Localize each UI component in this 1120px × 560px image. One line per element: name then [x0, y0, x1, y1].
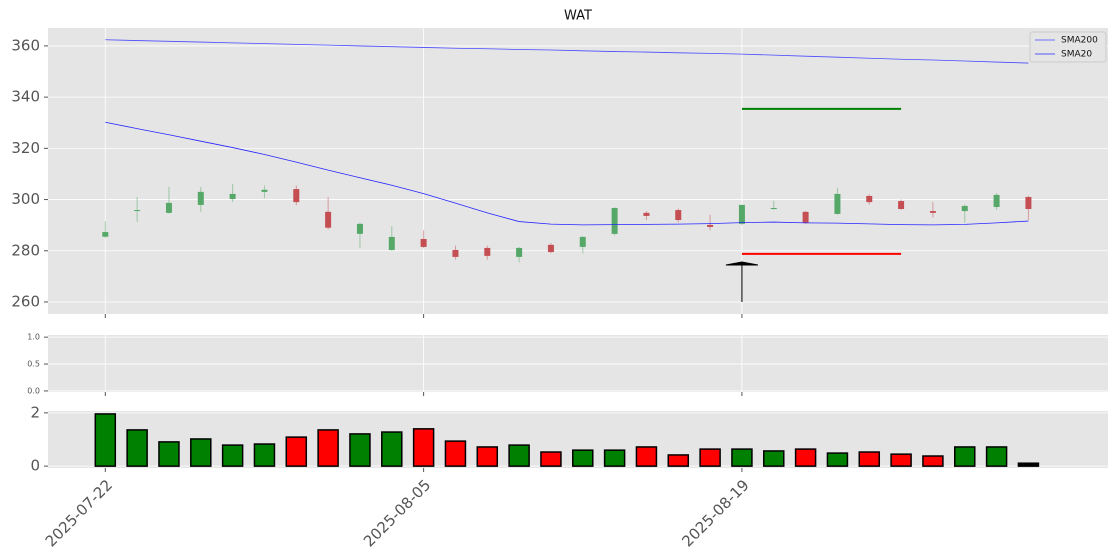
candle-body [452, 249, 459, 257]
candle-body [961, 205, 968, 212]
candle-body [675, 210, 682, 221]
y-tick-label: 280 [11, 241, 40, 259]
volume-bar [826, 452, 849, 467]
candle-body [611, 207, 618, 234]
volume-bar [890, 453, 912, 467]
volume-bar [317, 429, 339, 467]
volume-bar [126, 429, 148, 467]
chart-title: WAT [564, 9, 592, 24]
candle-body [197, 191, 204, 205]
volume-bar [985, 446, 1008, 467]
volume-bar [381, 431, 403, 467]
candle-body [165, 202, 172, 213]
volume-bar [1017, 462, 1040, 467]
volume-bar [221, 444, 244, 467]
candle-body [102, 232, 109, 237]
volume-bar [158, 441, 180, 467]
volume-bar [635, 446, 658, 467]
volume-bar [954, 446, 976, 467]
volume-bar [699, 448, 721, 467]
x-tick-label: 2025-08-19 [678, 476, 752, 550]
legend-label: SMA200 [1061, 36, 1098, 46]
candle-body [993, 194, 1000, 207]
candle-body [579, 236, 586, 247]
candle-body [229, 193, 236, 200]
volume-bar [94, 413, 117, 467]
y-tick-label: 260 [11, 292, 40, 310]
y-tick-label: 0.0 [27, 386, 40, 395]
candle-body [261, 189, 268, 192]
plot-area [48, 28, 1108, 314]
candle-body [738, 204, 745, 224]
volume-bar [731, 448, 753, 467]
volume-bar [858, 451, 881, 467]
volume-bar [794, 448, 817, 467]
candle-body [516, 247, 523, 257]
candle-body [293, 189, 300, 203]
plot-area [48, 335, 1108, 392]
candle-body [1025, 196, 1032, 210]
sma-line [105, 121, 1029, 226]
y-tick-label: 2 [30, 403, 40, 421]
volume-bar [508, 444, 530, 467]
volume-bar [412, 428, 435, 467]
candle-body [929, 211, 936, 213]
candle-body [707, 224, 714, 227]
volume-bar [922, 455, 944, 467]
candle-body [356, 223, 363, 234]
arrow-head [725, 261, 759, 266]
x-tick-label: 2025-08-05 [360, 476, 434, 550]
candle-body [898, 201, 905, 210]
volume-bar [667, 454, 690, 467]
candle-body [802, 211, 809, 223]
legend-box [1029, 31, 1107, 63]
x-tick-label: 2025-07-22 [42, 476, 116, 550]
candle-body [547, 244, 554, 253]
y-tick-label: 320 [11, 139, 40, 157]
candle-body [134, 210, 141, 212]
y-tick-label: 360 [11, 36, 40, 54]
volume-bar [253, 443, 276, 467]
candle-body [834, 193, 841, 214]
volume-bar [763, 450, 785, 467]
candle-body [484, 247, 491, 256]
y-tick-label: 0.5 [27, 360, 40, 369]
candle-body [770, 207, 777, 210]
y-tick-label: 0 [30, 457, 40, 475]
sma-line [105, 39, 1029, 64]
volume-bar [540, 451, 562, 467]
volume-bar [190, 438, 212, 467]
candle-body [643, 212, 650, 216]
volume-bar [476, 446, 499, 467]
candle-body [420, 238, 427, 247]
candle-body [866, 195, 873, 203]
candle-body [325, 211, 332, 228]
signal-arrow [725, 261, 759, 302]
volume-bar [349, 433, 371, 467]
volume-bar [603, 449, 626, 467]
legend-label: SMA20 [1061, 50, 1092, 60]
volume-bar [444, 440, 467, 467]
candle-body [388, 236, 395, 250]
y-tick-label: 300 [11, 190, 40, 208]
volume-bar [572, 449, 594, 467]
y-tick-label: 1.0 [27, 333, 40, 342]
y-tick-label: 340 [11, 88, 40, 106]
volume-bar [285, 436, 308, 467]
